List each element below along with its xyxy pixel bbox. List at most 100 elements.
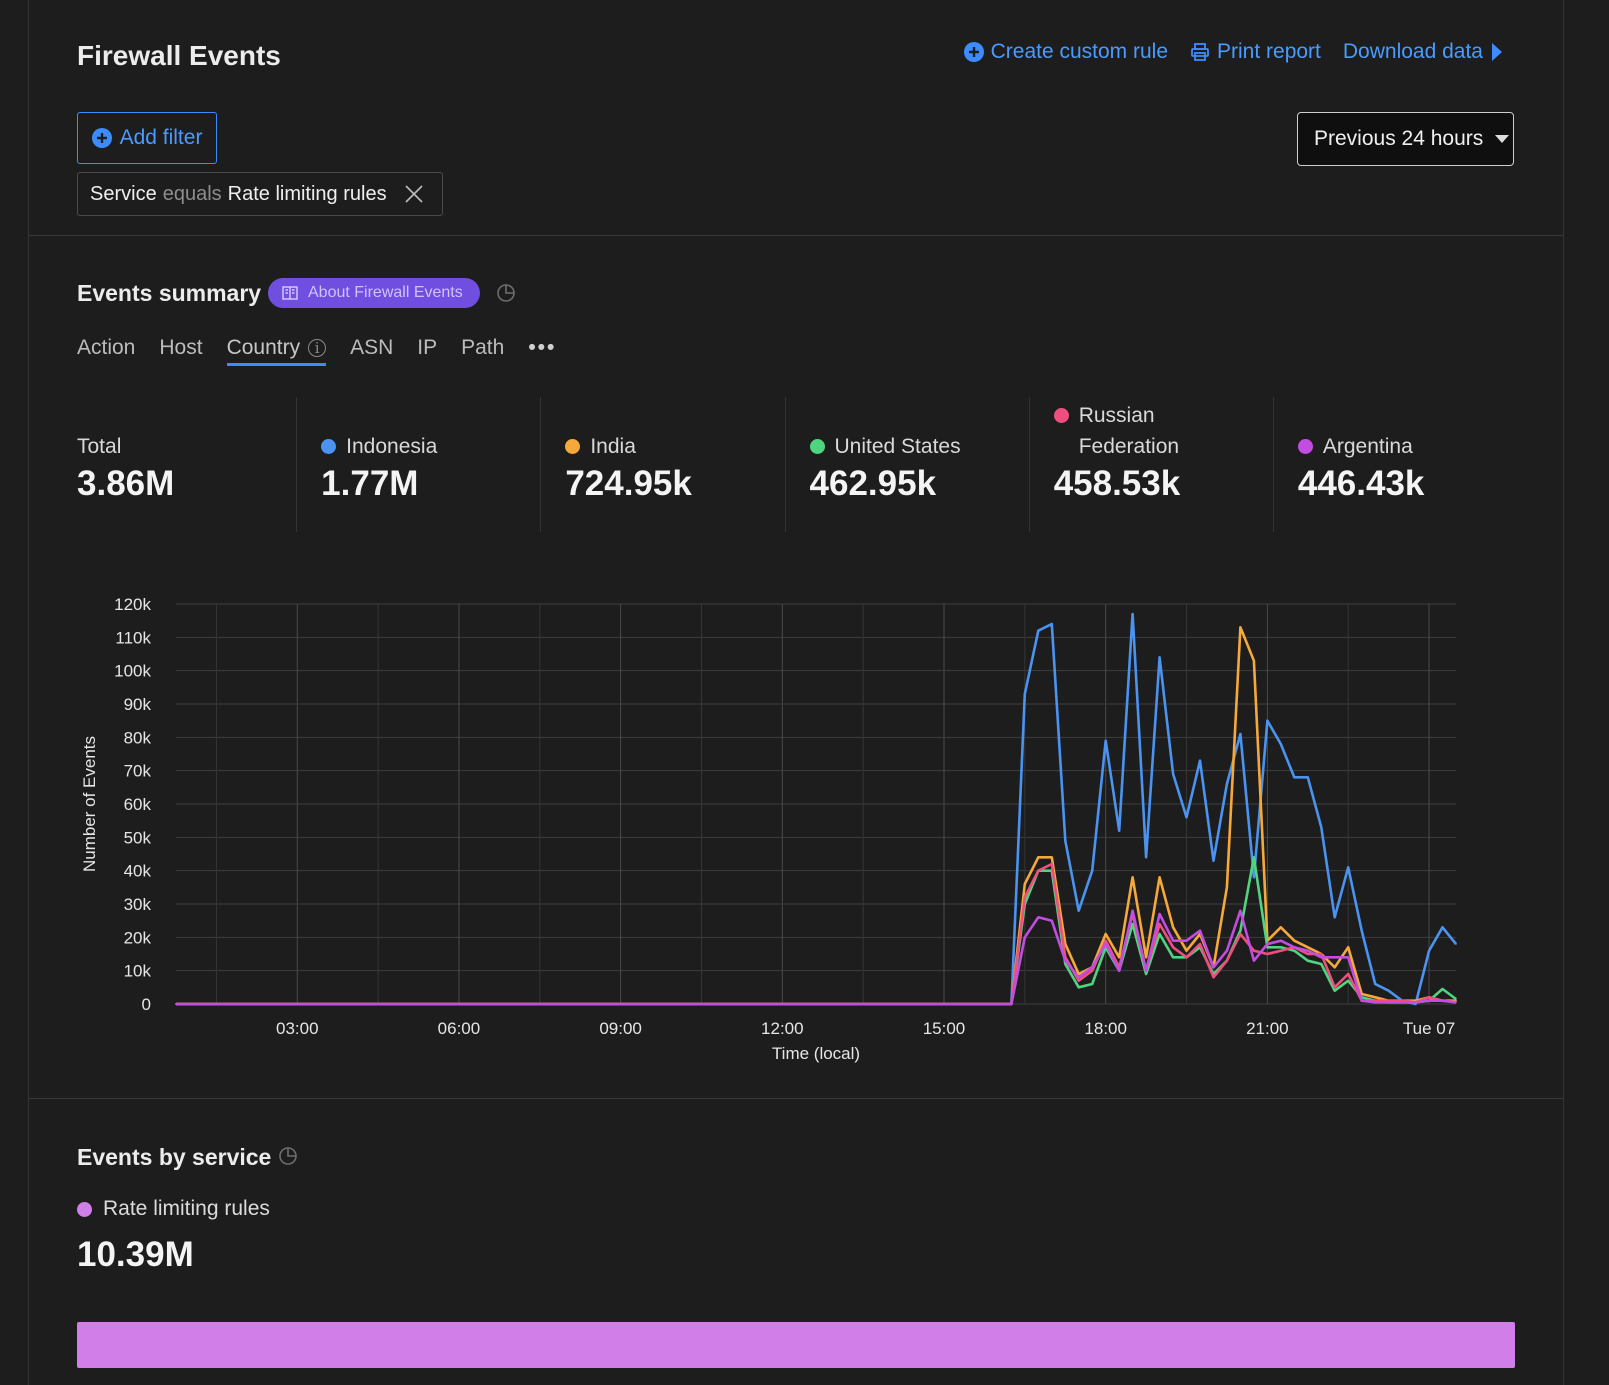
data-point [1333, 989, 1336, 992]
download-data-link[interactable]: Download data [1343, 40, 1504, 64]
data-point [1050, 863, 1053, 865]
data-point [1024, 896, 1026, 899]
data-point [1320, 963, 1323, 965]
header-actions: Create custom rule Print report Download… [963, 40, 1504, 64]
stat-russian-federation-label: Russian Federation [1053, 400, 1189, 462]
more-tabs-button[interactable]: ••• [528, 336, 556, 366]
data-point [1050, 856, 1053, 859]
service-legend[interactable]: Rate limiting rules [77, 1197, 270, 1221]
about-firewall-events-link[interactable]: About Firewall Events [268, 278, 480, 308]
stat-russian-federation[interactable]: Russian Federation 458.53k [1028, 397, 1273, 532]
stat-argentina[interactable]: Argentina 446.43k [1272, 397, 1517, 532]
legend-dot [1297, 439, 1313, 454]
data-point [1172, 946, 1174, 949]
data-point [1172, 773, 1174, 775]
data-point [1266, 943, 1269, 945]
add-filter-label: Add filter [119, 126, 203, 149]
data-point [1239, 933, 1242, 935]
series-line-indonesia [176, 612, 1458, 1006]
print-report-label: Print report [1217, 40, 1321, 63]
data-point [1387, 1001, 1390, 1004]
stat-india[interactable]: India 724.95k [540, 397, 784, 532]
about-firewall-events-label: About Firewall Events [308, 284, 463, 301]
data-point [1306, 953, 1309, 955]
y-tick-label: 110k [115, 628, 151, 647]
stat-united-states[interactable]: United States 462.95k [784, 397, 1029, 532]
add-filter-button[interactable]: Add filter [77, 112, 217, 164]
data-point [1185, 816, 1188, 819]
data-point [1306, 949, 1309, 952]
y-tick-label: 90k [124, 695, 152, 714]
tab-asn[interactable]: ASN [350, 336, 393, 366]
legend-dot [321, 439, 337, 454]
tab-host[interactable]: Host [159, 336, 202, 366]
x-tick-label: 12:00 [761, 1019, 804, 1038]
data-point [1077, 986, 1080, 989]
tab-country-label: Country [226, 336, 301, 359]
data-point [1360, 999, 1363, 1002]
print-report-link[interactable]: Print report [1190, 40, 1321, 64]
series-line-india [176, 625, 1456, 1006]
data-point [1077, 909, 1080, 912]
data-point [1050, 623, 1053, 625]
data-point [1414, 1001, 1417, 1004]
data-point [1145, 973, 1147, 975]
clock-icon [279, 1147, 297, 1165]
data-point [1266, 719, 1269, 722]
data-point [1320, 826, 1323, 829]
x-tick-label: 09:00 [599, 1019, 642, 1038]
data-point [1293, 949, 1296, 952]
data-point [1118, 956, 1120, 959]
y-tick-label: 30k [124, 895, 152, 914]
create-custom-rule-link[interactable]: Create custom rule [963, 40, 1169, 64]
data-point [1401, 1001, 1403, 1004]
data-point [1333, 966, 1336, 969]
y-tick-label: 40k [124, 862, 152, 881]
x-tick-label: Tue 07 [1403, 1019, 1455, 1038]
clock-icon [497, 284, 515, 302]
legend-dot [77, 1201, 92, 1217]
info-icon[interactable]: i [308, 339, 327, 357]
data-point [1077, 979, 1080, 982]
tab-ip[interactable]: IP [417, 336, 437, 366]
data-point [1306, 776, 1309, 779]
data-point [1212, 976, 1215, 979]
close-icon[interactable] [405, 185, 423, 203]
service-share-bar[interactable] [77, 1322, 1515, 1368]
data-point [1441, 999, 1444, 1002]
y-tick-label: 10k [124, 962, 152, 981]
tab-country[interactable]: Country i [226, 336, 327, 366]
data-point [1104, 943, 1107, 945]
filter-chip[interactable]: Service equals Rate limiting rules [77, 172, 443, 216]
data-point [1064, 963, 1067, 965]
tab-path-label: Path [461, 336, 505, 359]
data-point [1010, 1003, 1013, 1005]
time-range-select[interactable]: Previous 24 hours [1297, 112, 1514, 166]
data-point [1347, 956, 1350, 959]
stat-indonesia[interactable]: Indonesia 1.77M [296, 397, 540, 532]
y-tick-label: 60k [124, 795, 152, 814]
stat-label-text: Argentina [1322, 435, 1413, 458]
create-custom-rule-label: Create custom rule [990, 40, 1169, 63]
data-point [1024, 883, 1026, 885]
events-line-chart[interactable]: 0 10k 20k 30k 40k 50k 60k 70k 80k 90k 100k 110k 120k… [76, 592, 1496, 1092]
data-point [1455, 998, 1457, 1000]
data-point [1293, 939, 1296, 942]
stat-total-label: Total [77, 431, 121, 462]
tab-action[interactable]: Action [77, 336, 135, 366]
y-tick-label: 80k [124, 728, 152, 747]
time-range-value: Previous 24 hours [1314, 127, 1484, 150]
tab-path[interactable]: Path [461, 336, 504, 366]
y-tick-label: 0 [142, 995, 151, 1014]
chevron-down-icon [1495, 135, 1510, 143]
data-point [1118, 829, 1120, 832]
filter-chip-operator: equals [162, 182, 222, 205]
data-point [1280, 926, 1282, 929]
data-point [1145, 856, 1147, 859]
data-point [1172, 926, 1174, 929]
more-icon: ••• [528, 336, 557, 359]
events-by-service-title: Events by service [77, 1144, 272, 1170]
y-tick-label: 70k [124, 762, 152, 781]
data-point [1280, 939, 1282, 942]
filter-chip-field: Service [90, 182, 157, 205]
